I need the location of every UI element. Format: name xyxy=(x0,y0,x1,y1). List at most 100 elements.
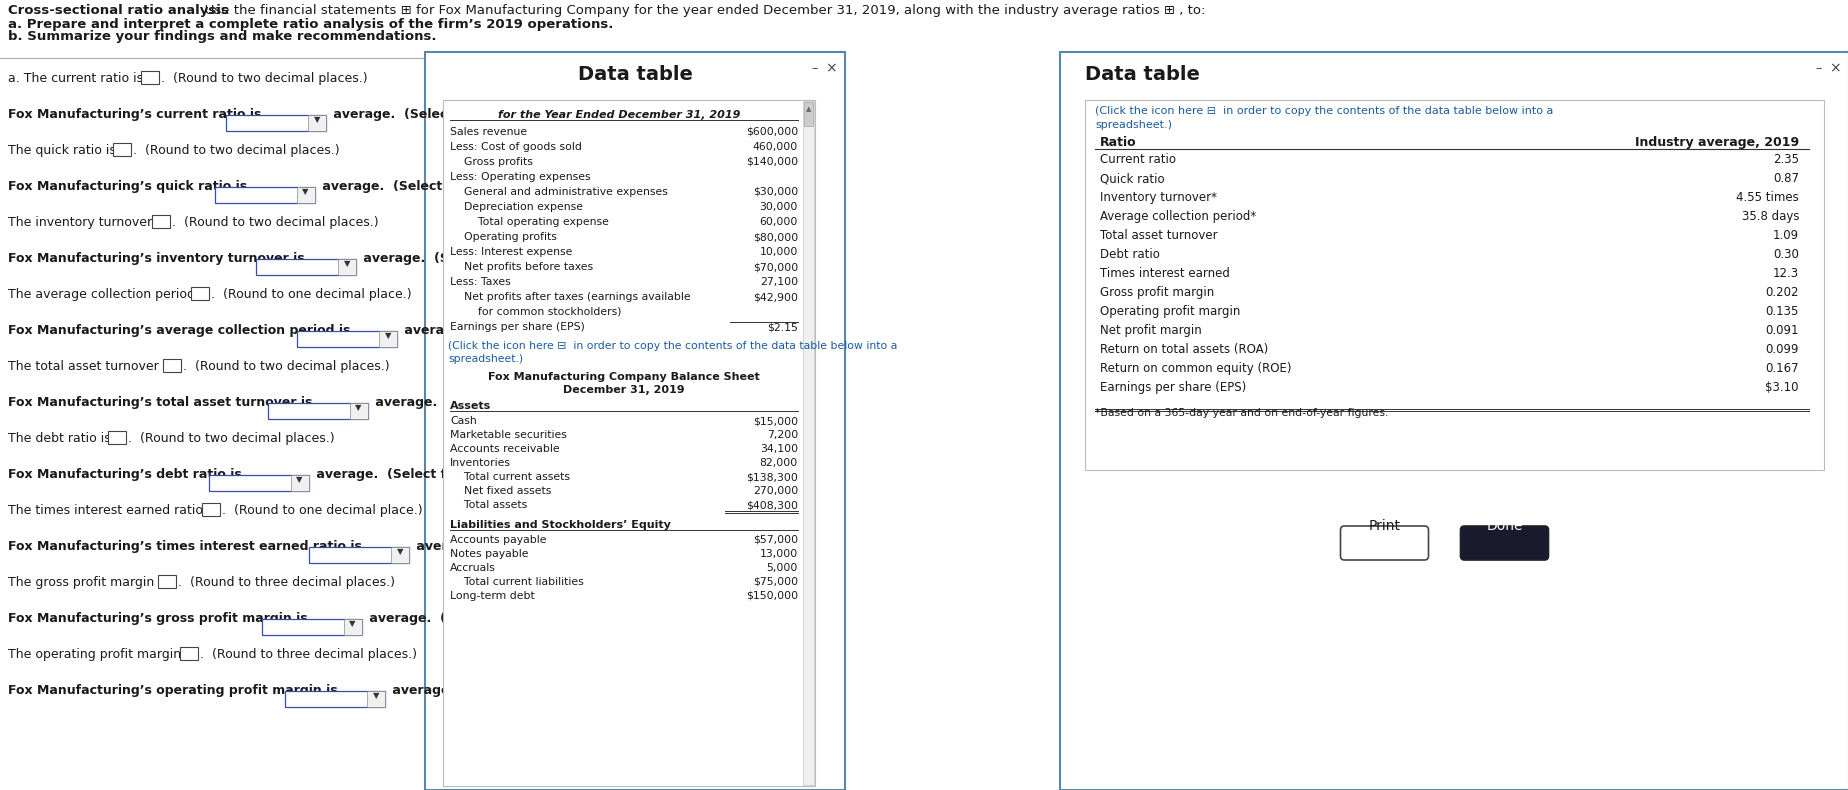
Bar xyxy=(804,102,813,126)
Bar xyxy=(163,359,181,372)
Text: ▼: ▼ xyxy=(349,619,357,628)
Text: $140,000: $140,000 xyxy=(745,157,798,167)
Text: 0.135: 0.135 xyxy=(1765,305,1798,318)
Text: Cash: Cash xyxy=(449,416,477,426)
Text: 0.30: 0.30 xyxy=(1772,248,1798,261)
Text: Quick ratio: Quick ratio xyxy=(1100,172,1164,185)
Text: Sales revenue: Sales revenue xyxy=(449,127,527,137)
Text: $75,000: $75,000 xyxy=(752,577,798,587)
Bar xyxy=(201,503,220,516)
Text: averag: averag xyxy=(412,540,464,553)
Text: Total operating expense: Total operating expense xyxy=(449,217,608,227)
Bar xyxy=(1085,100,1822,470)
Text: ▼: ▼ xyxy=(344,259,349,268)
Text: The debt ratio is: The debt ratio is xyxy=(7,432,115,445)
Bar xyxy=(214,187,314,203)
Text: Gross profit margin: Gross profit margin xyxy=(1100,286,1214,299)
Text: $138,300: $138,300 xyxy=(747,472,798,482)
Text: Depreciation expense: Depreciation expense xyxy=(449,202,582,212)
Text: a. The current ratio is: a. The current ratio is xyxy=(7,72,148,85)
Text: 35.8 days: 35.8 days xyxy=(1741,210,1798,223)
Text: 10,000: 10,000 xyxy=(760,247,798,257)
Bar xyxy=(309,115,325,131)
Text: Return on common equity (ROE): Return on common equity (ROE) xyxy=(1100,362,1290,375)
Text: General and administrative expenses: General and administrative expenses xyxy=(449,187,667,197)
Text: Ratio: Ratio xyxy=(1100,136,1137,149)
Text: 2.35: 2.35 xyxy=(1772,153,1798,166)
Text: .  (Round to two decimal places.): . (Round to two decimal places.) xyxy=(161,72,368,85)
Text: Net profit margin: Net profit margin xyxy=(1100,324,1201,337)
Text: Fox Manufacturing’s average collection period is: Fox Manufacturing’s average collection p… xyxy=(7,324,355,337)
Text: .  (Round to three decimal places.): . (Round to three decimal places.) xyxy=(177,576,395,589)
Text: Assets: Assets xyxy=(449,401,492,411)
Text: 0.099: 0.099 xyxy=(1765,343,1798,356)
Text: ×: × xyxy=(1828,61,1841,75)
Text: –: – xyxy=(811,62,817,75)
Text: $150,000: $150,000 xyxy=(745,591,798,601)
Text: *Based on a 365-day year and on end-of-year figures.: *Based on a 365-day year and on end-of-y… xyxy=(1094,408,1388,418)
Bar xyxy=(190,287,209,300)
Text: Earnings per share (EPS): Earnings per share (EPS) xyxy=(1100,381,1246,394)
Text: The inventory turnover is: The inventory turnover is xyxy=(7,216,170,229)
Text: $30,000: $30,000 xyxy=(752,187,798,197)
Text: average.  (Select from: average. (Select from xyxy=(312,468,473,481)
Text: Accounts payable: Accounts payable xyxy=(449,535,547,545)
Text: $408,300: $408,300 xyxy=(745,500,798,510)
Text: average: average xyxy=(399,324,462,337)
Bar xyxy=(225,115,325,131)
Text: $15,000: $15,000 xyxy=(752,416,798,426)
Bar xyxy=(802,101,813,785)
Text: Times interest earned: Times interest earned xyxy=(1100,267,1229,280)
Text: ▼: ▼ xyxy=(355,403,362,412)
Text: Industry average, 2019: Industry average, 2019 xyxy=(1634,136,1798,149)
Text: 270,000: 270,000 xyxy=(752,486,798,496)
Text: 5,000: 5,000 xyxy=(767,563,798,573)
Text: The average collection period is: The average collection period is xyxy=(7,288,213,301)
Text: Fox Manufacturing’s gross profit margin is: Fox Manufacturing’s gross profit margin … xyxy=(7,612,312,625)
Text: Debt ratio: Debt ratio xyxy=(1100,248,1159,261)
Text: Inventory turnover*: Inventory turnover* xyxy=(1100,191,1216,204)
Text: Notes payable: Notes payable xyxy=(449,549,529,559)
Text: Inventories: Inventories xyxy=(449,458,510,468)
Text: Marketable securities: Marketable securities xyxy=(449,430,567,440)
Text: Gross profits: Gross profits xyxy=(449,157,532,167)
Text: $42,900: $42,900 xyxy=(752,292,798,302)
Text: Liabilities and Stockholders’ Equity: Liabilities and Stockholders’ Equity xyxy=(449,520,671,530)
Bar xyxy=(262,619,362,635)
Text: ▼: ▼ xyxy=(397,547,403,556)
Bar xyxy=(338,259,355,275)
Text: $70,000: $70,000 xyxy=(752,262,798,272)
Text: Accruals: Accruals xyxy=(449,563,495,573)
Text: 82,000: 82,000 xyxy=(760,458,798,468)
FancyBboxPatch shape xyxy=(1340,526,1429,560)
Text: The quick ratio is: The quick ratio is xyxy=(7,144,120,157)
Text: 7,200: 7,200 xyxy=(767,430,798,440)
Text: (Click the icon here ⊟  in order to copy the contents of the data table below in: (Click the icon here ⊟ in order to copy … xyxy=(1094,106,1552,116)
Text: Fox Manufacturing’s operating profit margin is: Fox Manufacturing’s operating profit mar… xyxy=(7,684,342,697)
Text: 60,000: 60,000 xyxy=(760,217,798,227)
Text: average.: average. xyxy=(388,684,455,697)
Text: Print: Print xyxy=(1368,519,1399,533)
Text: 12.3: 12.3 xyxy=(1772,267,1798,280)
Text: ▼: ▼ xyxy=(373,691,379,700)
Text: Fox Manufacturing’s total asset turnover is: Fox Manufacturing’s total asset turnover… xyxy=(7,396,316,409)
Text: average.  (Sel: average. (Sel xyxy=(359,252,460,265)
Text: $2.15: $2.15 xyxy=(767,322,798,332)
Text: a. Prepare and interpret a complete ratio analysis of the firm’s 2019 operations: a. Prepare and interpret a complete rati… xyxy=(7,18,614,31)
Text: Fox Manufacturing’s times interest earned ratio is: Fox Manufacturing’s times interest earne… xyxy=(7,540,366,553)
Text: Less: Operating expenses: Less: Operating expenses xyxy=(449,172,590,182)
Text: Less: Interest expense: Less: Interest expense xyxy=(449,247,573,257)
Bar xyxy=(309,547,408,563)
Text: 4.55 times: 4.55 times xyxy=(1735,191,1798,204)
Bar xyxy=(349,403,368,419)
Text: $80,000: $80,000 xyxy=(752,232,798,242)
Bar xyxy=(268,403,368,419)
Text: Operating profits: Operating profits xyxy=(449,232,556,242)
Bar xyxy=(296,187,314,203)
FancyBboxPatch shape xyxy=(1460,526,1547,560)
Bar xyxy=(290,475,309,491)
Text: spreadsheet.): spreadsheet.) xyxy=(447,354,523,364)
Text: 30,000: 30,000 xyxy=(760,202,798,212)
Text: ▲: ▲ xyxy=(806,106,811,112)
Text: Use the financial statements ⊞ for Fox Manufacturing Company for the year ended : Use the financial statements ⊞ for Fox M… xyxy=(192,4,1205,17)
